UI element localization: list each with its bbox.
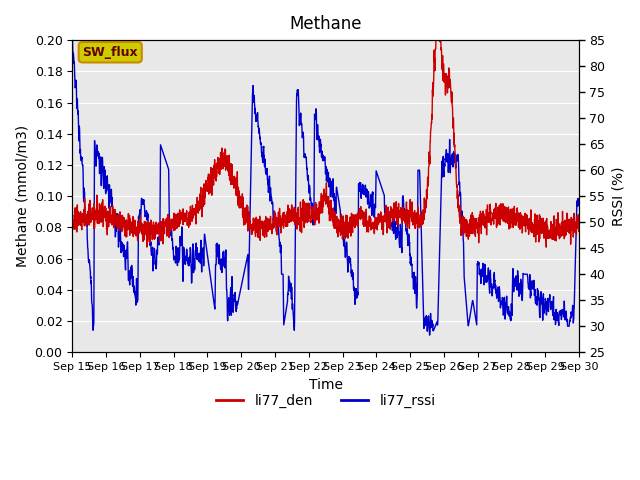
Y-axis label: RSSI (%): RSSI (%)	[611, 167, 625, 226]
Text: SW_flux: SW_flux	[83, 46, 138, 59]
Legend: li77_den, li77_rssi: li77_den, li77_rssi	[210, 389, 441, 414]
Y-axis label: Methane (mmol/m3): Methane (mmol/m3)	[15, 125, 29, 267]
Title: Methane: Methane	[289, 15, 362, 33]
X-axis label: Time: Time	[308, 377, 342, 392]
